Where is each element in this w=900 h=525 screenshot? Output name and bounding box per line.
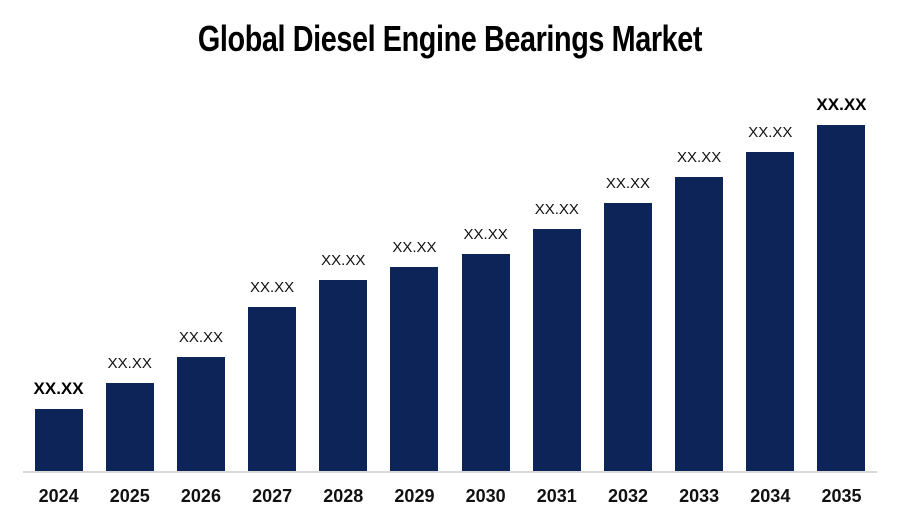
bar-2032 (603, 203, 652, 472)
bar-value-label-2027: XX.XX (250, 279, 295, 296)
x-axis-labels: 2024 2025 2026 2027 2028 2029 2030 2031 2032 2033… (23, 487, 877, 505)
bar-value-label-2030: XX.XX (463, 226, 508, 243)
x-axis-label-2031: 2031 (536, 486, 577, 506)
bar-value-label-2031: XX.XX (534, 201, 579, 218)
plot-area: XX.XX XX.XX XX.XX XX.XX XX.XX XX.XX XX.XX XX.XX… (23, 0, 877, 505)
bar-column-2026: XX.XX (165, 330, 236, 472)
bar-value-label-2032: XX.XX (605, 175, 651, 192)
bar-2033 (675, 177, 724, 472)
x-axis-label-2025: 2025 (109, 486, 150, 506)
bar-value-label-2026: XX.XX (178, 329, 224, 346)
x-axis-label-2029: 2029 (394, 486, 435, 506)
x-axis-label-2034: 2034 (750, 486, 791, 506)
x-axis-label-2024: 2024 (38, 486, 79, 506)
x-axis-label-2032: 2032 (607, 486, 648, 506)
bar-2029 (390, 267, 439, 472)
bar-column-2033: XX.XX (664, 150, 735, 472)
x-axis-label-2028: 2028 (323, 486, 364, 506)
bar-value-label-2034: XX.XX (748, 124, 793, 141)
bar-2024 (34, 409, 83, 472)
chart-title: Global Diesel Engine Bearings Market (197, 18, 703, 59)
bar-column-2031: XX.XX (521, 202, 592, 472)
bar-value-label-2029: XX.XX (392, 239, 437, 256)
bar-value-label-2028: XX.XX (321, 252, 366, 269)
x-axis-label-2027: 2027 (252, 486, 293, 506)
bar-2025 (105, 383, 154, 472)
bar-column-2027: XX.XX (237, 280, 308, 472)
x-axis-label-2035: 2035 (821, 486, 862, 506)
x-axis-label-2030: 2030 (465, 486, 506, 506)
bar-column-2024: XX.XX (23, 380, 94, 472)
bar-column-2028: XX.XX (308, 253, 379, 472)
bar-column-2030: XX.XX (450, 227, 521, 472)
bar-2034 (746, 152, 795, 472)
bar-value-label-2025: XX.XX (107, 355, 152, 372)
bar-column-2029: XX.XX (379, 240, 450, 472)
bar-value-label-2035: XX.XX (816, 95, 867, 114)
bar-column-2032: XX.XX (592, 176, 663, 472)
bar-value-label-2033: XX.XX (677, 149, 722, 166)
bar-2030 (461, 254, 510, 472)
bar-2027 (248, 307, 297, 472)
x-axis-line (23, 471, 877, 473)
bar-2028 (319, 280, 368, 472)
bars-group: XX.XX XX.XX XX.XX XX.XX XX.XX XX.XX XX.XX XX.XX… (23, 96, 877, 472)
bar-column-2035: XX.XX (806, 96, 877, 472)
x-axis-label-2026: 2026 (180, 486, 221, 506)
bar-2026 (176, 357, 225, 472)
bar-column-2025: XX.XX (94, 356, 165, 472)
bar-2035 (817, 125, 866, 472)
bar-2031 (532, 229, 581, 472)
x-axis-label-2033: 2033 (679, 486, 720, 506)
bar-value-label-2024: XX.XX (33, 379, 84, 398)
bar-column-2034: XX.XX (735, 125, 806, 472)
